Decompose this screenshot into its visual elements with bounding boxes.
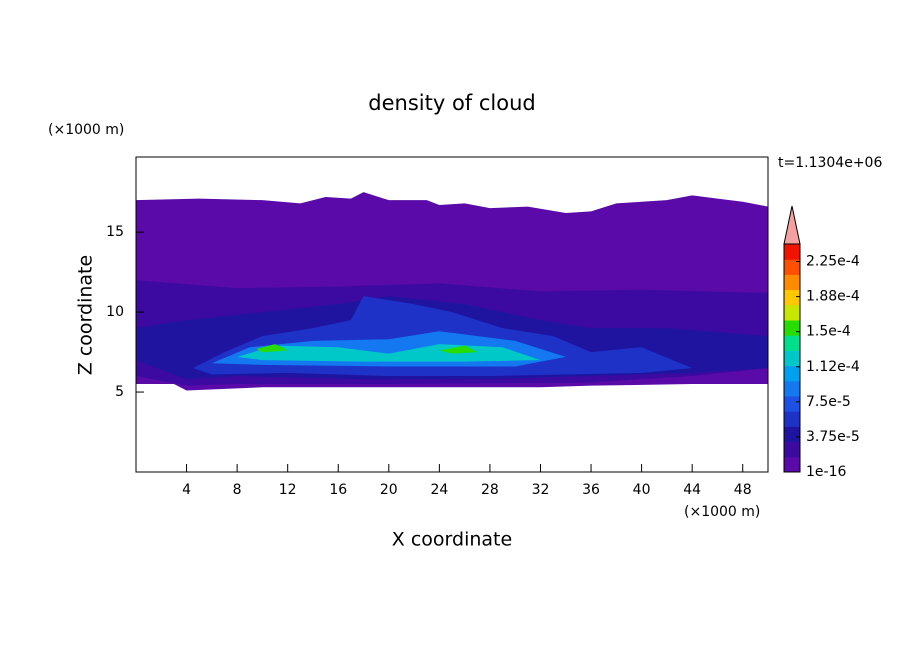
x-unit: (×1000 m) xyxy=(684,504,760,520)
x-tick-label: 20 xyxy=(380,482,398,498)
contour-region xyxy=(256,344,288,353)
x-tick-label: 32 xyxy=(532,482,550,498)
x-tick-label: 28 xyxy=(481,482,499,498)
colorbar-band xyxy=(784,456,800,473)
colorbar-band xyxy=(784,259,800,275)
y-tick-label: 15 xyxy=(106,224,124,240)
x-tick-label: 40 xyxy=(633,482,651,498)
x-tick-label: 48 xyxy=(734,482,752,498)
x-tick-label: 4 xyxy=(182,482,191,498)
colorbar-band xyxy=(784,289,800,306)
x-axis-label: X coordinate xyxy=(392,529,512,551)
colorbar-tick-label: 2.25e-4 xyxy=(806,254,860,270)
x-tick-label: 8 xyxy=(233,482,242,498)
colorbar-extension xyxy=(783,205,801,245)
y-tick-label: 5 xyxy=(115,384,124,400)
chart-title: density of cloud xyxy=(368,91,535,115)
x-tick-label: 24 xyxy=(430,482,448,498)
x-tick-label: 12 xyxy=(279,482,297,498)
colorbar-band xyxy=(784,441,800,458)
colorbar-band xyxy=(784,335,800,351)
colorbar-band xyxy=(784,365,800,382)
colorbar-tick-label: 3.75e-5 xyxy=(806,429,860,445)
colorbar-band xyxy=(784,426,800,443)
y-axis-label: Z coordinate xyxy=(75,255,97,375)
time-label: t=1.1304e+06 xyxy=(778,155,882,171)
colorbar-tick-label: 7.5e-5 xyxy=(806,394,851,410)
x-tick-label: 16 xyxy=(329,482,347,498)
x-tick-label: 36 xyxy=(582,482,600,498)
y-tick-label: 10 xyxy=(106,304,124,320)
colorbar-band xyxy=(784,244,800,260)
x-tick-label: 44 xyxy=(683,482,701,498)
colorbar-band xyxy=(784,396,800,412)
colorbar-band xyxy=(784,304,800,321)
colorbar-band xyxy=(784,380,800,397)
colorbar-tick-label: 1.12e-4 xyxy=(806,359,860,375)
plot-frame xyxy=(135,156,769,473)
colorbar-frame xyxy=(783,243,801,473)
colorbar-tick-label: 1.88e-4 xyxy=(806,289,860,305)
colorbar-tick-label: 1e-16 xyxy=(806,464,846,480)
y-unit: (×1000 m) xyxy=(48,122,124,138)
colorbar-band xyxy=(784,274,800,291)
colorbar-band xyxy=(784,350,800,367)
colorbar-band xyxy=(784,411,800,427)
contour-region xyxy=(439,345,478,354)
colorbar-band xyxy=(784,320,800,336)
colorbar-tick-label: 1.5e-4 xyxy=(806,324,851,340)
